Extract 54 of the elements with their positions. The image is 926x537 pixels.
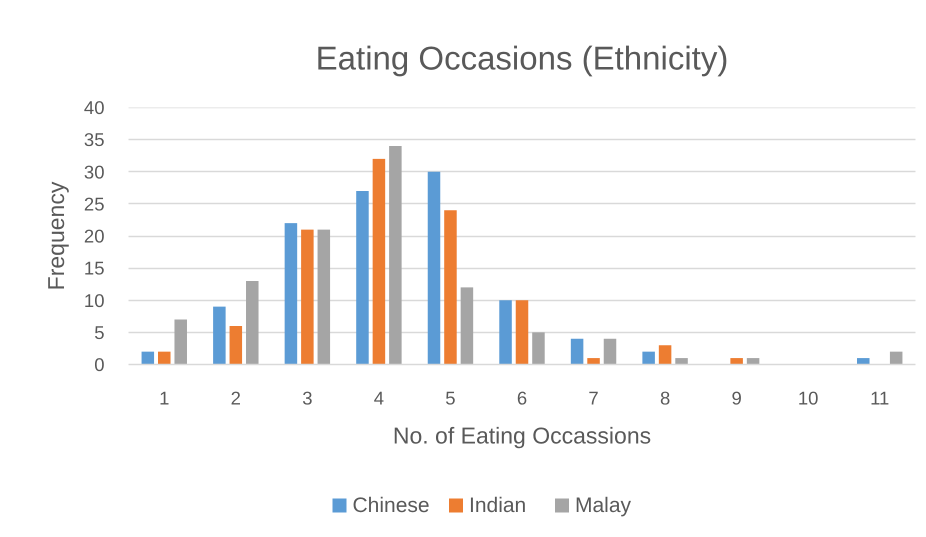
bar	[587, 358, 600, 364]
x-tick-label: 6	[516, 388, 528, 408]
bar	[460, 287, 474, 364]
bar	[284, 223, 298, 364]
x-tick-label: 3	[302, 388, 313, 408]
y-tick-label: 0	[94, 354, 105, 375]
x-tick-label: 2	[230, 388, 241, 408]
y-tick-label: 10	[84, 290, 104, 311]
legend-label: Indian	[469, 494, 526, 517]
bar	[516, 300, 528, 364]
bar	[642, 352, 655, 364]
chart-title: Eating Occasions (Ethnicity)	[316, 40, 728, 76]
x-axis-title: No. of Eating Occassions	[392, 422, 652, 448]
x-tick-label: 7	[588, 388, 599, 408]
x-tick-label: 5	[445, 388, 456, 408]
bar	[301, 230, 314, 364]
bar	[428, 172, 440, 364]
y-tick-label: 35	[84, 129, 104, 150]
bar	[246, 280, 259, 364]
bar	[444, 210, 457, 364]
bar	[389, 146, 402, 364]
y-tick-label: 30	[84, 161, 104, 182]
bar	[174, 320, 187, 364]
legend-label: Malay	[575, 494, 632, 517]
x-tick-label: 4	[374, 388, 384, 408]
bar	[213, 306, 226, 364]
bar	[857, 358, 870, 364]
y-tick-label: 40	[84, 97, 104, 118]
bar	[746, 358, 760, 364]
y-tick-label: 5	[94, 322, 105, 343]
bar	[158, 352, 171, 364]
bar	[675, 358, 688, 364]
bar	[658, 345, 672, 364]
x-tick-label: 11	[870, 388, 890, 408]
x-tick-label: 9	[731, 388, 742, 408]
bar	[372, 158, 386, 364]
y-axis-title: Frequency	[42, 181, 69, 290]
bar	[890, 352, 902, 364]
bar	[318, 230, 330, 364]
y-tick-label: 20	[84, 226, 104, 246]
x-tick-label: 1	[159, 388, 170, 408]
bar	[532, 332, 545, 364]
bar	[356, 191, 369, 364]
y-tick-label: 25	[84, 193, 104, 214]
bar	[570, 338, 584, 364]
y-tick-label: 15	[84, 258, 104, 279]
x-tick-label: 10	[798, 388, 818, 408]
bar	[499, 300, 512, 364]
bar	[604, 338, 616, 364]
x-tick-label: 8	[660, 388, 670, 408]
bar	[230, 326, 242, 364]
legend-label: Chinese	[352, 494, 430, 517]
bar	[730, 358, 743, 364]
bar	[142, 352, 154, 364]
